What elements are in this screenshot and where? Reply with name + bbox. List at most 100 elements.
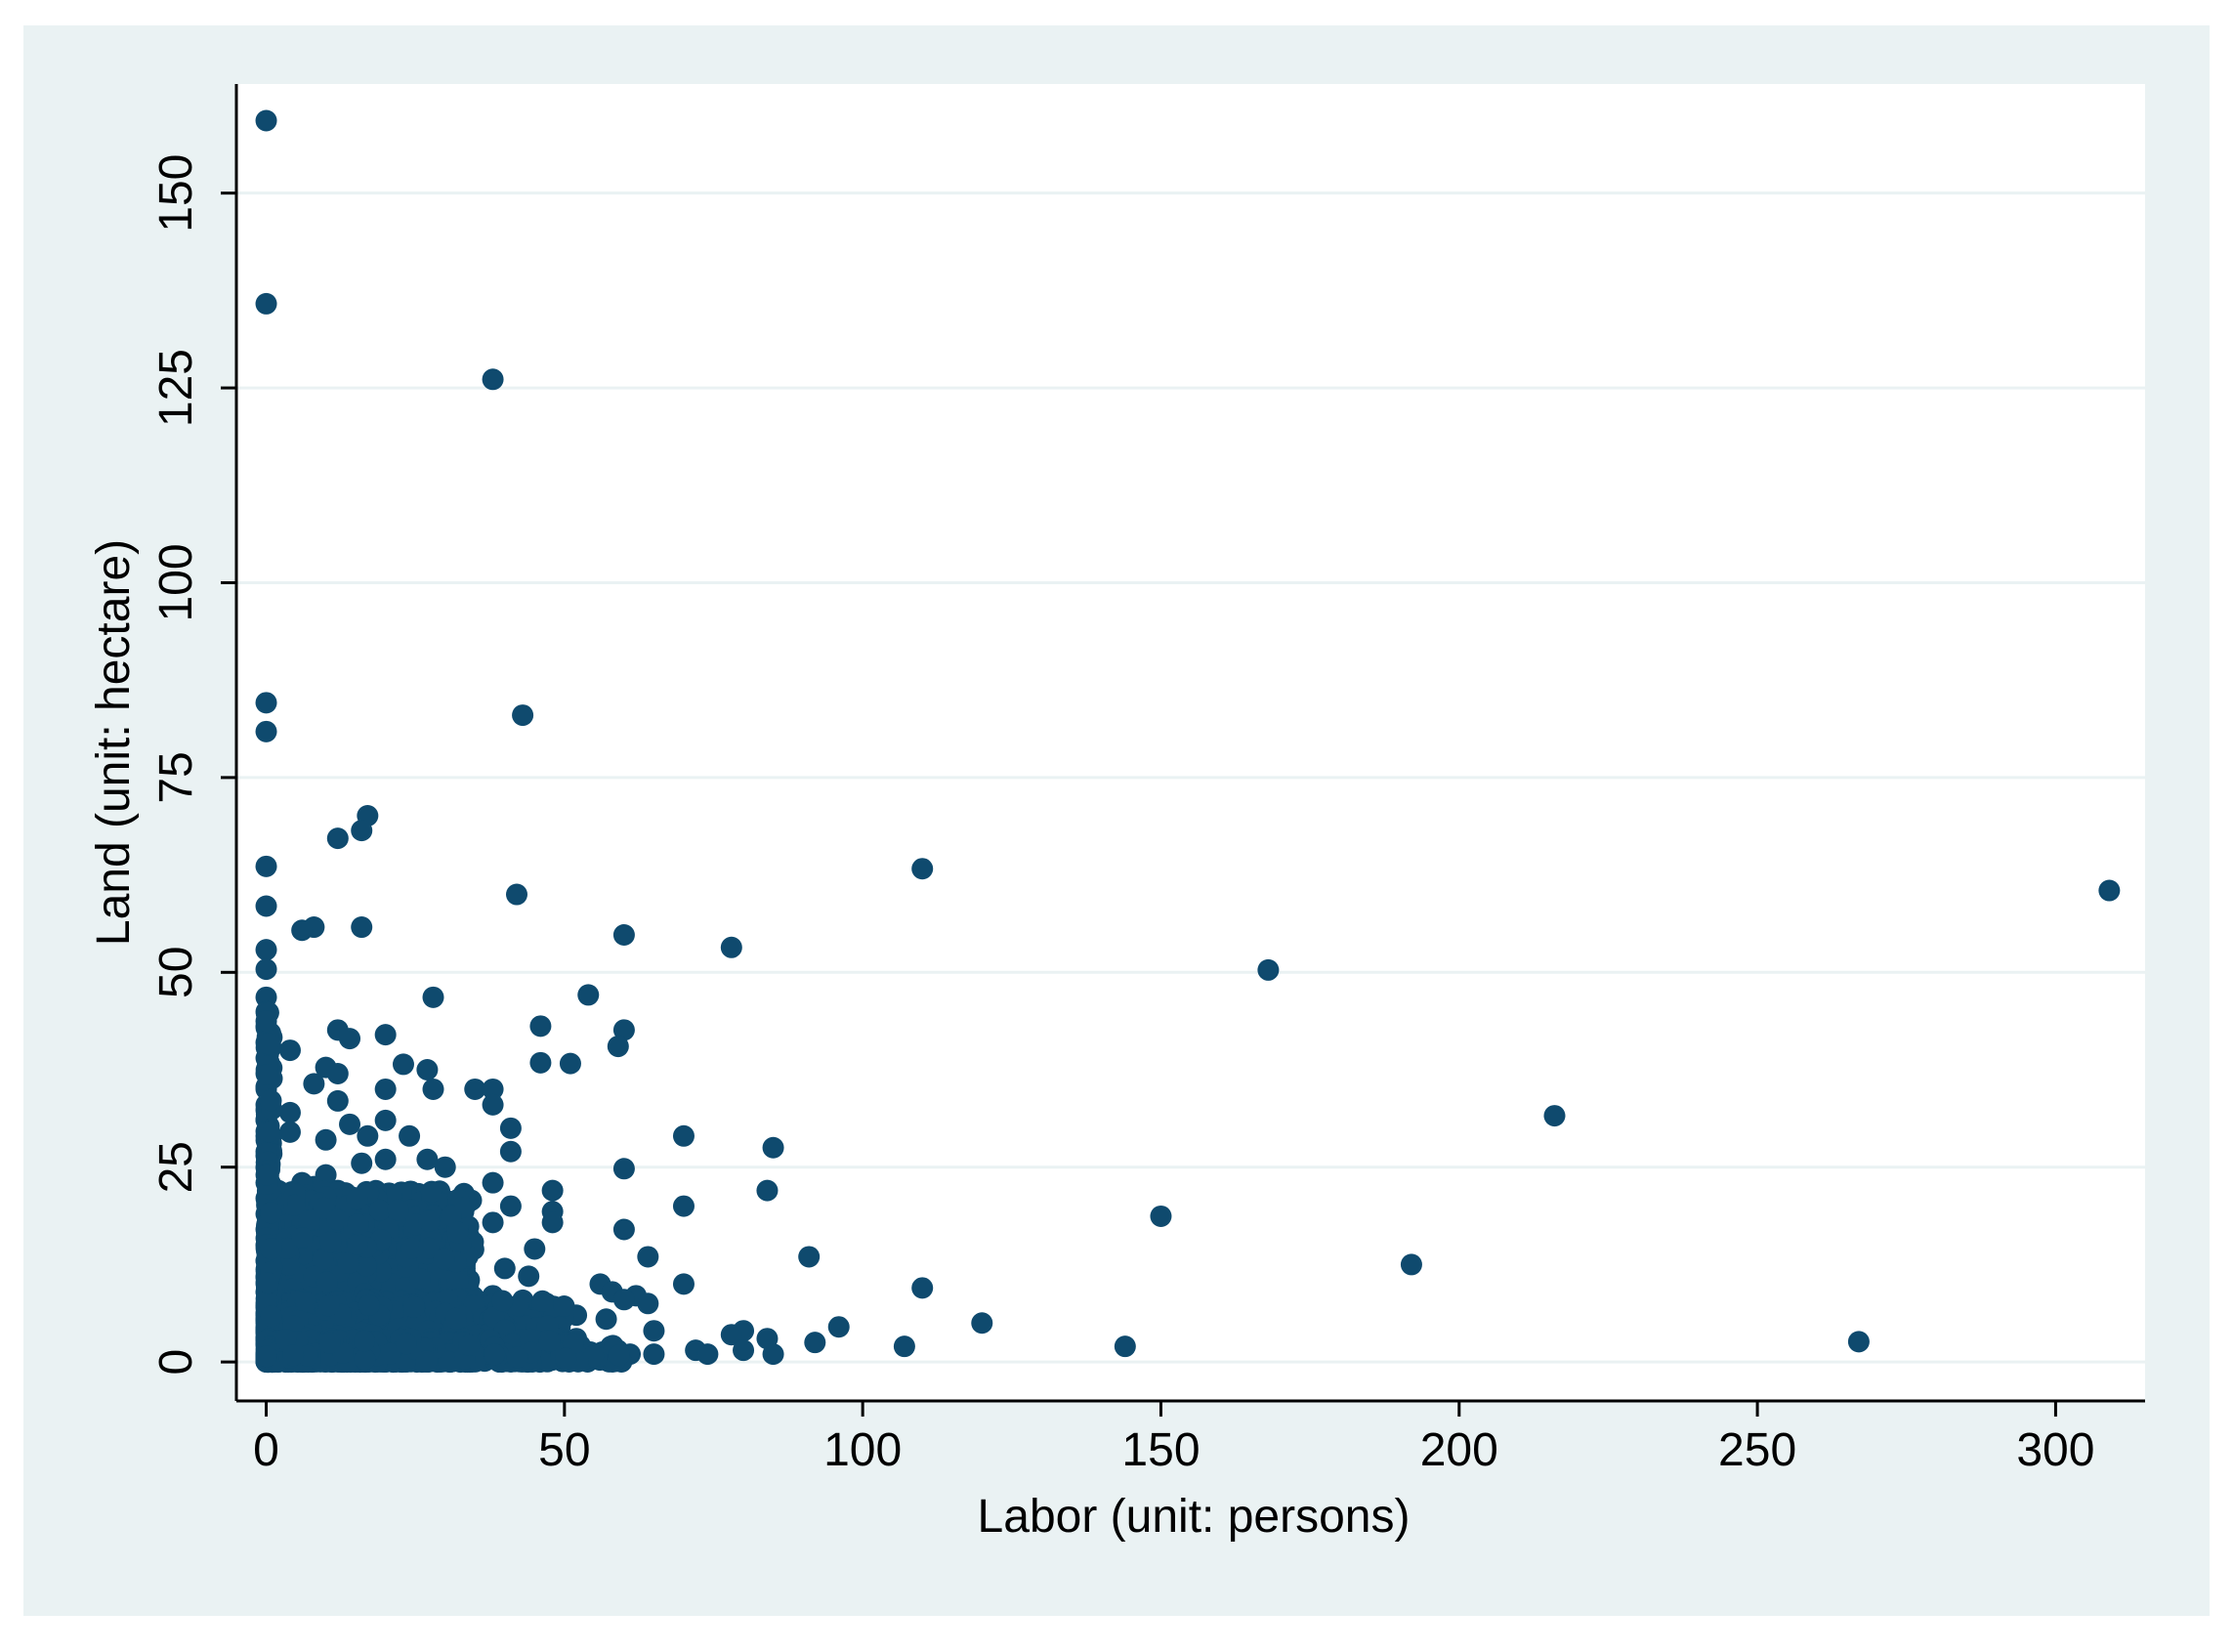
scatter-point-48 <box>374 1109 397 1131</box>
dense-point-2853 <box>484 1343 506 1366</box>
dense-point-1512 <box>446 1221 469 1244</box>
scatter-point-84 <box>798 1246 821 1268</box>
scatter-point-50 <box>278 1121 301 1143</box>
scatter-point-53 <box>672 1124 695 1147</box>
dense-point-2480 <box>257 1033 279 1055</box>
scatter-point-0 <box>255 109 277 132</box>
axes <box>234 84 2145 1403</box>
y-tick-label-0: 0 <box>150 1349 202 1376</box>
scatter-point-15 <box>291 919 314 942</box>
scatter-point-43 <box>374 1078 397 1100</box>
dense-point-1563 <box>283 1194 306 1216</box>
scatter-point-17 <box>612 924 635 947</box>
scatter-point-96 <box>612 1289 635 1311</box>
scatter-point-5 <box>512 704 534 727</box>
dense-point-2284 <box>444 1307 467 1330</box>
dense-point-2826 <box>379 1342 401 1365</box>
scatter-point-41 <box>482 1078 504 1100</box>
scatter-point-34 <box>559 1052 581 1075</box>
scatter-point-10 <box>255 855 277 877</box>
scatter-point-105 <box>643 1320 665 1342</box>
x-tick-label-2: 100 <box>823 1424 902 1476</box>
dense-point-2865 <box>354 1330 376 1352</box>
y-axis-label: Land (unit: hectare) <box>88 539 140 946</box>
x-tick-label-1: 50 <box>538 1424 590 1476</box>
dense-point-1510 <box>417 1237 440 1259</box>
dense-point-2519 <box>255 1010 277 1033</box>
dense-point-1558 <box>408 1268 431 1291</box>
dense-point-1315 <box>446 1269 469 1292</box>
dense-point-2864 <box>282 1344 305 1367</box>
dense-point-2498 <box>259 1089 281 1112</box>
x-axis-label: Labor (unit: persons) <box>978 1491 1411 1543</box>
scatter-point-81 <box>524 1238 546 1260</box>
dense-point-2516 <box>255 1164 277 1186</box>
scatter-point-108 <box>1847 1331 1870 1353</box>
dense-point-2838 <box>255 1345 277 1368</box>
y-tick-label-1: 25 <box>150 1141 202 1193</box>
scatter-point-33 <box>529 1051 552 1074</box>
dense-point-1599 <box>291 1227 314 1250</box>
dense-point-2806 <box>608 1344 630 1367</box>
x-tick-label-6: 300 <box>2016 1424 2094 1476</box>
scatter-point-115 <box>762 1343 784 1366</box>
y-tick-label-4: 100 <box>150 543 202 621</box>
y-tick-label-3: 75 <box>150 751 202 803</box>
dense-point-2868 <box>318 1332 341 1354</box>
dense-point-2299 <box>402 1295 425 1318</box>
scatter-point-74 <box>482 1211 504 1234</box>
scatter-point-30 <box>374 1024 397 1046</box>
scatter-point-54 <box>315 1128 337 1151</box>
dense-point-2783 <box>438 1350 460 1373</box>
scatter-point-13 <box>255 895 277 917</box>
dense-point-2828 <box>395 1333 417 1355</box>
scatter-point-3 <box>255 692 277 714</box>
scatter-point-2 <box>482 368 504 391</box>
dense-point-2859 <box>538 1330 561 1352</box>
scatter-point-60 <box>434 1156 456 1178</box>
scatter-point-110 <box>1114 1335 1136 1358</box>
scatter-point-61 <box>612 1158 635 1180</box>
scatter-point-11 <box>2098 879 2121 902</box>
scatter-point-64 <box>541 1179 564 1202</box>
dense-point-2509 <box>258 1121 280 1143</box>
scatter-point-103 <box>827 1316 850 1338</box>
scatter-point-52 <box>399 1124 421 1147</box>
dense-point-1548 <box>326 1208 349 1231</box>
scatter-point-7 <box>351 820 373 842</box>
scatter-point-114 <box>696 1343 719 1366</box>
dense-point-1573 <box>298 1208 320 1231</box>
dense-point-1506 <box>337 1251 359 1274</box>
plot-area <box>236 84 2145 1401</box>
x-ticks: 0 50 100 150 200 250 300 <box>253 1401 2094 1476</box>
x-tick-label-4: 200 <box>1420 1424 1498 1476</box>
scatter-point-29 <box>339 1028 361 1050</box>
scatter-point-113 <box>733 1339 755 1362</box>
dense-point-2843 <box>415 1350 438 1373</box>
dense-point-2281 <box>358 1293 380 1316</box>
dense-point-1502 <box>440 1205 462 1227</box>
dense-point-2862 <box>354 1348 376 1371</box>
scatter-point-45 <box>326 1089 349 1112</box>
dense-point-1410 <box>400 1237 423 1259</box>
scatter-point-86 <box>1400 1253 1422 1276</box>
x-tick-label-3: 150 <box>1121 1424 1200 1476</box>
scatter-point-119 <box>1543 1105 1566 1127</box>
scatter-point-91 <box>672 1273 695 1295</box>
scatter-point-32 <box>278 1039 301 1062</box>
dense-point-1537 <box>420 1180 442 1203</box>
dense-point-1596 <box>347 1213 369 1236</box>
scatter-point-9 <box>911 858 934 880</box>
dense-point-1487 <box>346 1188 368 1210</box>
scatter-point-39 <box>303 1073 325 1095</box>
scatter-point-58 <box>351 1152 373 1174</box>
dense-point-1426 <box>355 1254 377 1277</box>
dense-point-1399 <box>368 1199 391 1221</box>
scatter-point-59 <box>374 1148 397 1170</box>
scatter-point-18 <box>720 936 742 958</box>
dense-point-2124 <box>531 1290 554 1312</box>
dense-point-1577 <box>347 1233 369 1255</box>
scatter-point-87 <box>493 1257 516 1280</box>
scatter-point-69 <box>672 1195 695 1217</box>
dense-scatter-points <box>255 1000 633 1374</box>
